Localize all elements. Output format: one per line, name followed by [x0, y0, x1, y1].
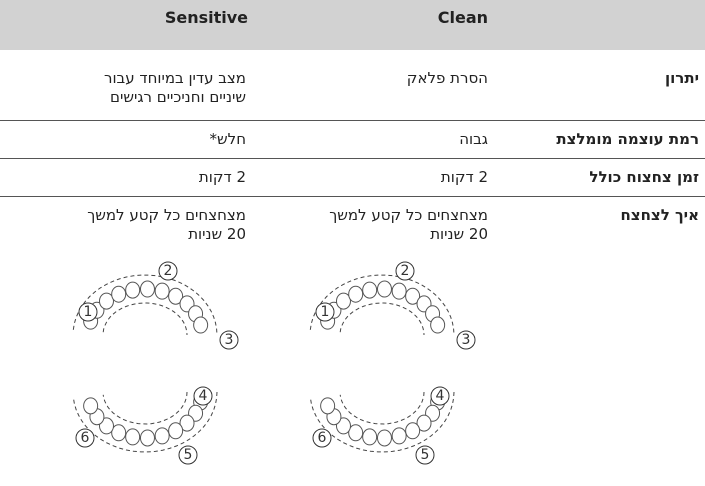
tooth [405, 287, 421, 305]
zone-circle [158, 261, 178, 281]
zone-number: 3 [225, 332, 234, 348]
zone-number: 4 [436, 388, 445, 404]
row-label: יתרון [665, 69, 699, 87]
header-row [0, 0, 705, 50]
zone-circle [430, 386, 450, 406]
row-divider [0, 120, 705, 121]
tooth [430, 316, 446, 334]
sensitive-cell: מצב עדין במיוחד עבור שיניים וחניכיים רגי… [104, 69, 246, 106]
tooth [98, 292, 114, 310]
tooth [416, 414, 432, 432]
sensitive-cell: מצחצחים כל קטע למשך 20 שניות [87, 206, 246, 243]
zone-number: 3 [462, 332, 471, 348]
zone-circle [178, 445, 198, 465]
zone-number: 5 [421, 447, 430, 463]
zone-circle [315, 302, 335, 322]
sensitive-cell: חלש* [209, 130, 246, 148]
tooth [139, 280, 155, 298]
row-divider [0, 196, 705, 197]
sensitive-cell: 2 דקות [198, 168, 246, 186]
tooth [362, 281, 378, 299]
zone-circle [193, 386, 213, 406]
row-label: איך לצחצח [620, 206, 700, 224]
zone-outline [309, 274, 455, 336]
zone-number: 6 [81, 430, 90, 446]
row-label: זמן צחצוח כולל [589, 168, 699, 186]
tooth [376, 429, 392, 447]
zone-outline [309, 391, 455, 453]
zone-number: 5 [184, 447, 193, 463]
zone-outline [102, 302, 188, 336]
zone-outline [339, 302, 425, 336]
zone-circle [456, 330, 476, 350]
zone-circle [78, 302, 98, 322]
zone-number: 4 [199, 388, 208, 404]
row-label: רמת עוצמה מומלצת [556, 130, 699, 148]
clean-cell: גבוה [459, 130, 488, 148]
tooth [139, 429, 155, 447]
zone-outline [102, 391, 188, 425]
header-sensitive: Sensitive [164, 8, 248, 27]
zone-outline [339, 391, 425, 425]
tooth [125, 428, 141, 446]
clean-cell: 2 דקות [440, 168, 488, 186]
zone-outline [72, 391, 218, 453]
tooth [335, 417, 351, 435]
tooth [154, 282, 170, 300]
tooth [111, 424, 127, 442]
row-divider [0, 158, 705, 159]
tooth [98, 417, 114, 435]
tooth [405, 422, 421, 440]
clean-cell: הסרת פלאק [406, 69, 488, 87]
zone-number: 2 [401, 263, 410, 279]
zone-circle [415, 445, 435, 465]
tooth [376, 280, 392, 298]
clean-cell: מצחצחים כל קטע למשך 20 שניות [329, 206, 488, 243]
zone-number: 1 [321, 304, 330, 320]
tooth [320, 397, 336, 415]
tooth [335, 292, 351, 310]
tooth [168, 422, 184, 440]
zone-circle [219, 330, 239, 350]
tooth [391, 282, 407, 300]
zone-circle [395, 261, 415, 281]
zone-number: 2 [164, 263, 173, 279]
tooth [168, 287, 184, 305]
tooth [193, 316, 209, 334]
zone-number: 6 [318, 430, 327, 446]
tooth [348, 424, 364, 442]
zone-circle [312, 428, 332, 448]
tooth [179, 414, 195, 432]
tooth [362, 428, 378, 446]
header-clean: Clean [437, 8, 488, 27]
zone-outline [72, 274, 218, 336]
tooth [125, 281, 141, 299]
tooth [154, 427, 170, 445]
zone-number: 1 [84, 304, 93, 320]
zone-circle [75, 428, 95, 448]
tooth [83, 397, 99, 415]
tooth [391, 427, 407, 445]
tooth [111, 285, 127, 303]
tooth [348, 285, 364, 303]
